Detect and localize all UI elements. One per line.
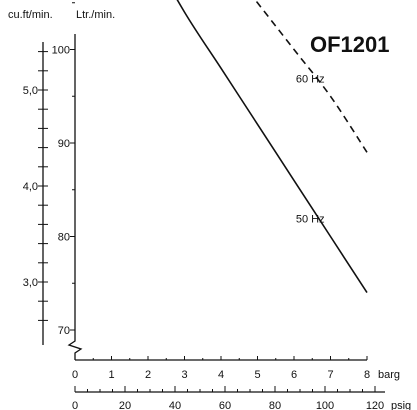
barg-unit: barg [378, 369, 400, 381]
barg-tick-label: 6 [291, 369, 297, 381]
barg-tick-label: 3 [181, 369, 187, 381]
series-line-60-hz [254, 0, 368, 153]
ltr-tick-label: 70 [58, 325, 70, 337]
barg-tick-label: 2 [145, 369, 151, 381]
series-group: 60 Hz 50 Hz [176, 0, 368, 294]
barg-tick-label: 7 [327, 369, 333, 381]
psig-tick-label: 120 [366, 400, 384, 410]
psig-tick-label: 60 [219, 400, 231, 410]
ltr-tick-label: 90 [58, 138, 70, 150]
chart-title: OF1201 [310, 32, 390, 57]
cuft-tick-label: 4,0 [23, 181, 38, 193]
psig-tick-label: 20 [119, 400, 131, 410]
psig-tick-label: 100 [316, 400, 334, 410]
barg-tick-label: 5 [254, 369, 260, 381]
barg-tick-label: 1 [108, 369, 114, 381]
psig-tick-label: 80 [269, 400, 281, 410]
cuft-tick-label: 3,0 [23, 277, 38, 289]
barg-tick-label: 4 [218, 369, 224, 381]
psig-tick-label: 0 [72, 400, 78, 410]
barg-tick-label: 0 [72, 369, 78, 381]
series-label-50-hz: 50 Hz [296, 214, 325, 226]
series-label-60-hz: 60 Hz [296, 73, 325, 85]
psig-tick-label: 40 [169, 400, 181, 410]
ltr-tick-label: 100 [52, 45, 70, 57]
series-line-50-hz [176, 0, 368, 294]
barg-tick-label: 8 [364, 369, 370, 381]
cuft-tick-label: 5,0 [23, 85, 38, 97]
axis-break-icon [67, 337, 83, 360]
psig-unit: psig [391, 400, 411, 410]
right-axis-unit: Ltr./min. [76, 9, 115, 21]
ltr-tick-label: 80 [58, 232, 70, 244]
tick-group: 7080901001101201301401503,04,05,00123456… [23, 2, 384, 410]
left-axis-unit: cu.ft/min. [8, 9, 53, 21]
